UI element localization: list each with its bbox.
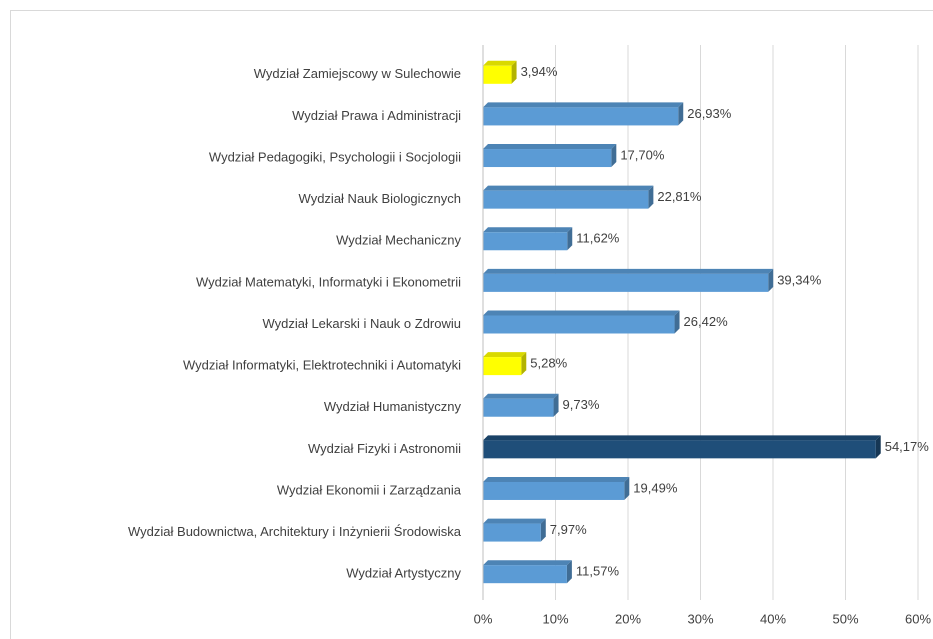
data-label: 11,62%	[576, 231, 620, 246]
bar-side	[567, 227, 573, 251]
bar	[483, 315, 675, 334]
y-tick-label: Wydział Informatyki, Elektrotechniki i A…	[183, 358, 461, 373]
bar	[483, 232, 568, 251]
bar-top	[483, 476, 630, 482]
bar-side	[566, 560, 572, 584]
bar	[483, 357, 522, 376]
data-label: 54,17%	[885, 439, 930, 454]
bar	[483, 273, 769, 292]
bar-side	[521, 352, 527, 376]
data-label: 26,93%	[687, 106, 732, 121]
y-tick-label: Wydział Zamiejscowy w Sulechowie	[254, 66, 461, 81]
y-tick-label: Wydział Humanistyczny	[324, 399, 462, 414]
y-tick-label: Wydział Pedagogiki, Psychologii i Socjol…	[209, 149, 461, 164]
y-tick-label: Wydział Lekarski i Nauk o Zdrowiu	[262, 316, 461, 331]
y-tick-label: Wydział Matematyki, Informatyki i Ekonom…	[196, 274, 461, 289]
y-tick-label: Wydział Mechaniczny	[336, 233, 461, 248]
bar	[483, 440, 876, 459]
data-label: 7,97%	[550, 522, 587, 537]
chart-frame	[10, 10, 933, 639]
bar-top	[483, 310, 680, 316]
data-label: 3,94%	[521, 64, 558, 79]
bar-top	[483, 393, 559, 399]
x-tick-label: 60%	[905, 611, 931, 626]
bar-side	[611, 144, 617, 168]
bar-side	[875, 435, 881, 459]
data-label: 39,34%	[777, 272, 822, 287]
bar-side	[674, 310, 680, 334]
bar-top	[483, 560, 572, 566]
x-tick-label: 30%	[687, 611, 713, 626]
bar-top	[483, 518, 546, 524]
bar	[483, 565, 567, 584]
bar	[483, 398, 554, 417]
data-label: 5,28%	[530, 356, 567, 371]
bar	[483, 149, 612, 168]
x-tick-label: 0%	[474, 611, 493, 626]
bar-top	[483, 185, 654, 191]
bar-side	[648, 185, 654, 209]
bar	[483, 523, 541, 542]
bar	[483, 190, 649, 209]
data-label: 26,42%	[684, 314, 729, 329]
bar-top	[483, 60, 517, 66]
bar-top	[483, 435, 881, 441]
bar-side	[678, 102, 684, 126]
bar-side	[624, 476, 630, 500]
bar-side	[511, 60, 517, 84]
bar-side	[553, 393, 559, 417]
x-tick-label: 50%	[832, 611, 858, 626]
bar-side	[540, 518, 546, 542]
x-tick-label: 10%	[542, 611, 568, 626]
bar-side	[768, 268, 774, 292]
x-tick-label: 20%	[615, 611, 641, 626]
data-label: 22,81%	[657, 189, 702, 204]
data-label: 17,70%	[620, 147, 665, 162]
bar	[483, 481, 625, 500]
bar-top	[483, 102, 684, 108]
y-tick-label: Wydział Budownictwa, Architektury i Inży…	[128, 524, 462, 539]
bar-top	[483, 352, 527, 358]
bar-top	[483, 268, 774, 274]
data-label: 11,57%	[576, 564, 620, 579]
y-tick-label: Wydział Prawa i Administracji	[292, 108, 461, 123]
bar-top	[483, 144, 617, 150]
bar	[483, 65, 512, 84]
y-tick-label: Wydział Ekonomii i Zarządzania	[277, 482, 462, 497]
y-tick-label: Wydział Artystyczny	[346, 566, 461, 581]
bar-top	[483, 227, 573, 233]
y-tick-label: Wydział Fizyki i Astronomii	[308, 441, 461, 456]
data-label: 19,49%	[633, 480, 678, 495]
data-label: 9,73%	[563, 397, 600, 412]
y-tick-label: Wydział Nauk Biologicznych	[299, 191, 461, 206]
bar	[483, 107, 679, 126]
x-tick-label: 40%	[760, 611, 786, 626]
